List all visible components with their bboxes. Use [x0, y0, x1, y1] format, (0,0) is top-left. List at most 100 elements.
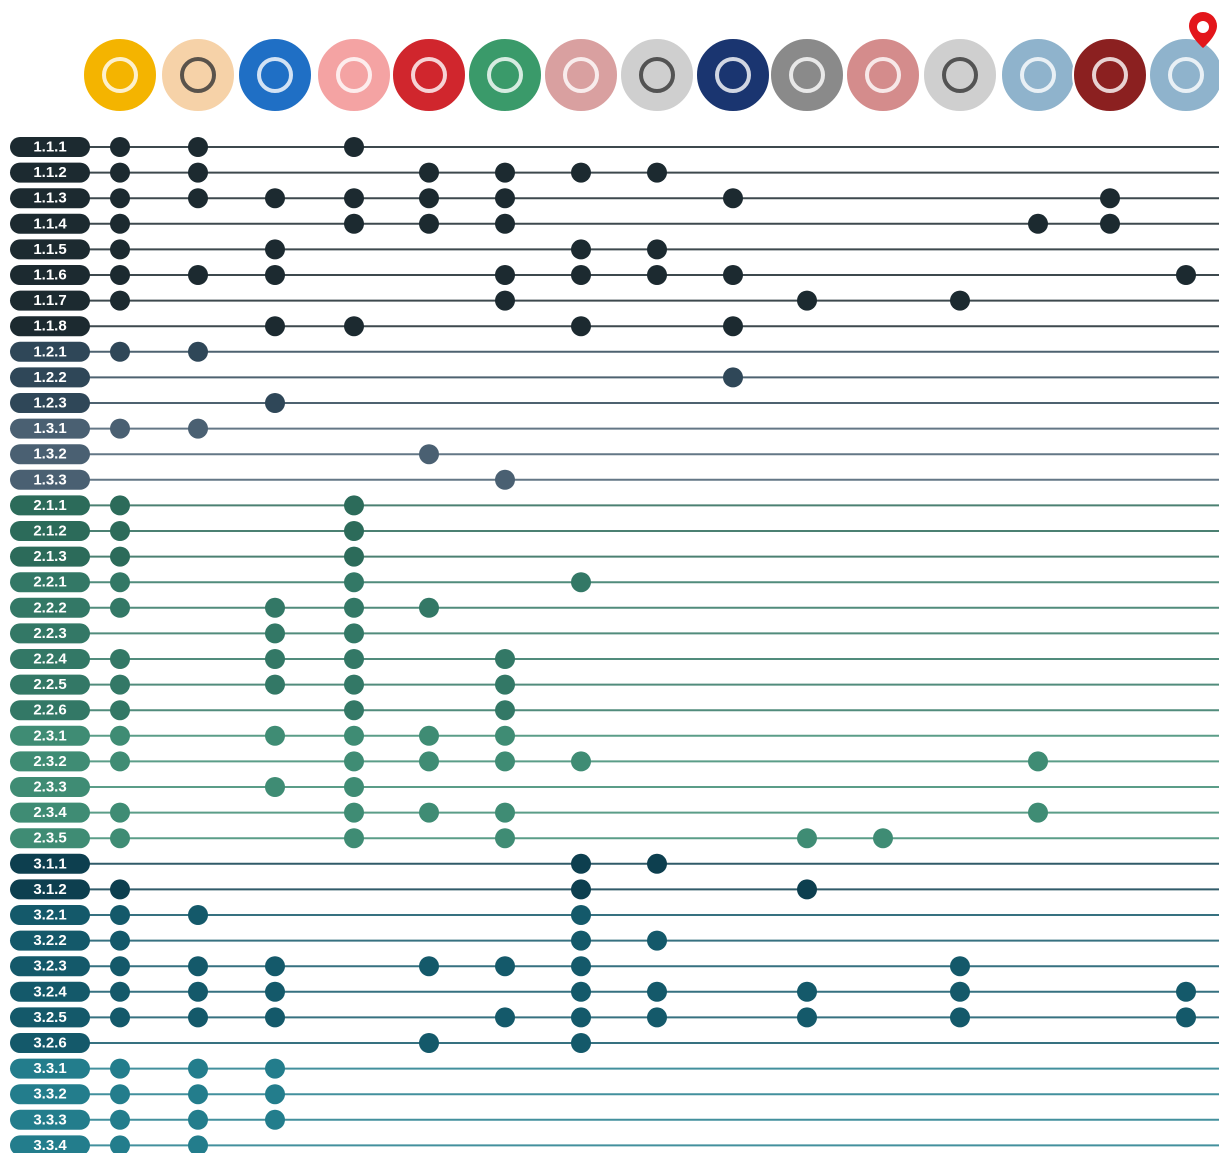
- row-label: 2.3.1: [33, 727, 66, 744]
- dot: [110, 521, 130, 541]
- dot: [110, 1058, 130, 1079]
- row-pill: [10, 188, 90, 209]
- row-pill: [10, 597, 90, 618]
- row-pill: [10, 777, 90, 797]
- dot: [1100, 188, 1120, 209]
- dot: [1028, 751, 1048, 772]
- dot: [571, 905, 591, 925]
- row-label: 1.2.3: [33, 395, 66, 412]
- column-icon: [237, 37, 313, 113]
- dot: [265, 777, 285, 797]
- dot: [188, 188, 208, 209]
- dot: [110, 546, 130, 567]
- row-label: 1.1.7: [33, 292, 66, 309]
- row-label: 2.2.5: [33, 676, 66, 693]
- row-label: 2.2.6: [33, 702, 66, 719]
- dot: [265, 1109, 285, 1130]
- row-pill: [10, 981, 90, 1002]
- row-label: 1.3.2: [33, 446, 66, 463]
- row-label: 2.1.1: [33, 497, 66, 514]
- row-label: 1.3.3: [33, 471, 66, 488]
- column-icon: [1148, 37, 1219, 113]
- dot: [110, 725, 130, 746]
- row-pill: [10, 674, 90, 695]
- row-pill: [10, 495, 90, 516]
- dot: [265, 956, 285, 977]
- dot: [797, 828, 817, 849]
- dot: [571, 751, 591, 772]
- dot: [647, 162, 667, 183]
- icon-glyph: [487, 57, 523, 93]
- dot: [110, 418, 130, 439]
- row-label: 3.2.2: [33, 932, 66, 949]
- dot: [110, 213, 130, 234]
- dot: [495, 700, 515, 721]
- dot: [265, 597, 285, 618]
- dot: [495, 1007, 515, 1028]
- row-label: 1.1.1: [33, 139, 66, 156]
- row-label: 3.3.1: [33, 1060, 66, 1077]
- row-label: 2.1.2: [33, 523, 66, 540]
- icon-glyph: [102, 57, 138, 93]
- dot: [110, 879, 130, 900]
- dot: [188, 265, 208, 285]
- dot: [265, 1058, 285, 1079]
- dot: [571, 239, 591, 260]
- dot: [265, 623, 285, 644]
- dot: [265, 1084, 285, 1105]
- row-label: 2.2.2: [33, 599, 66, 616]
- icon-glyph: [1092, 57, 1128, 93]
- dot: [647, 930, 667, 951]
- dot: [110, 802, 130, 823]
- dot: [419, 188, 439, 209]
- column-icon: [619, 37, 695, 113]
- column-icon: [1000, 37, 1076, 113]
- row-pill: [10, 905, 90, 925]
- row-label: 2.3.4: [33, 804, 67, 821]
- dot: [1176, 981, 1196, 1002]
- row-pill: [10, 700, 90, 721]
- column-icon: [316, 37, 392, 113]
- dot: [571, 853, 591, 874]
- dot: [419, 1033, 439, 1053]
- row-pill: [10, 444, 90, 465]
- row-label: 1.1.6: [33, 267, 66, 284]
- row-pill: [10, 649, 90, 669]
- dot: [344, 700, 364, 721]
- column-icon: [845, 37, 921, 113]
- row-pill: [10, 239, 90, 260]
- dot: [950, 290, 970, 311]
- dot: [110, 700, 130, 721]
- dot: [950, 956, 970, 977]
- dot: [265, 1007, 285, 1028]
- dot: [495, 469, 515, 490]
- row-pill: [10, 725, 90, 746]
- row-label: 3.2.1: [33, 907, 66, 924]
- row-label: 3.2.4: [33, 983, 67, 1000]
- dot: [344, 137, 364, 157]
- dot: [110, 956, 130, 977]
- dot: [110, 1109, 130, 1130]
- dot: [495, 649, 515, 669]
- dot: [571, 1007, 591, 1028]
- dot: [110, 572, 130, 593]
- row-pill: [10, 1033, 90, 1053]
- dot: [265, 981, 285, 1002]
- dot: [188, 905, 208, 925]
- row-label: 2.2.1: [33, 574, 66, 591]
- icon-glyph: [336, 57, 372, 93]
- row-pill: [10, 751, 90, 772]
- row-pill: [10, 265, 90, 285]
- row-pill: [10, 1109, 90, 1130]
- dot: [110, 265, 130, 285]
- dot: [1028, 802, 1048, 823]
- dot: [419, 956, 439, 977]
- row-label: 3.2.3: [33, 958, 66, 975]
- dot: [495, 290, 515, 311]
- dot: [110, 290, 130, 311]
- row-label: 1.1.2: [33, 164, 66, 181]
- dot: [571, 316, 591, 337]
- row-label: 3.2.6: [33, 1035, 66, 1052]
